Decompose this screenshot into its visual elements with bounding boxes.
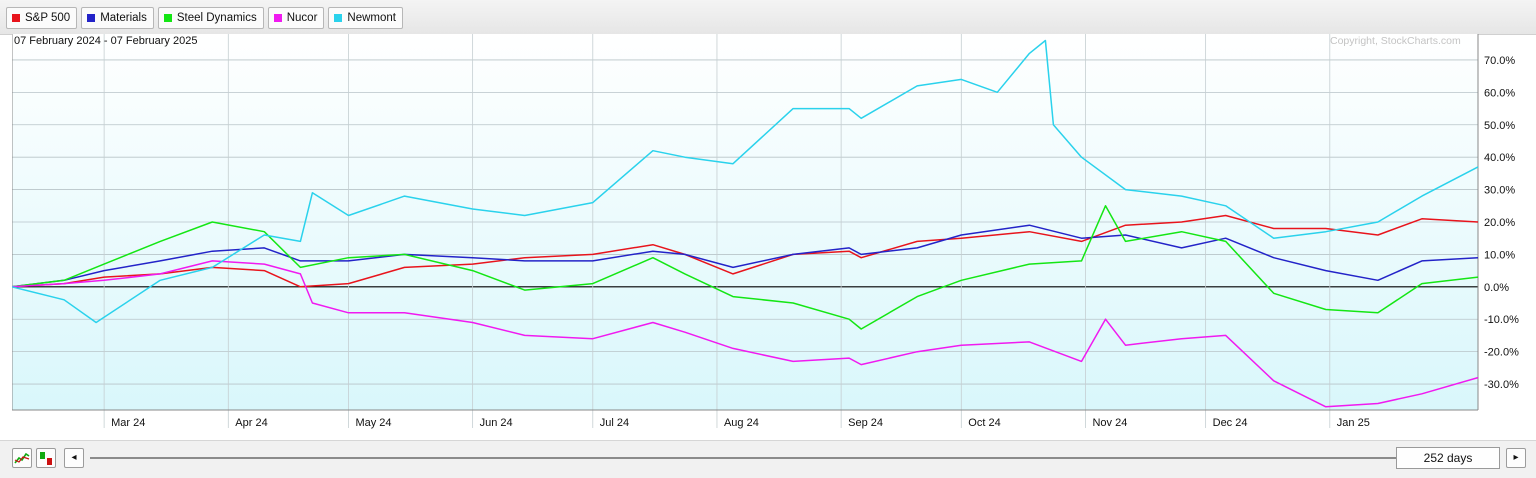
legend-swatch <box>334 14 343 22</box>
y-tick-label: 60.0% <box>1484 87 1515 99</box>
legend-label: Materials <box>100 12 147 24</box>
series-line <box>12 224 1479 288</box>
y-tick-label: -10.0% <box>1484 314 1519 326</box>
performance-chart: 70.0% 60.0% 50.0% 40.0% 30.0% 20.0% 10.0% 0.0% -… <box>12 34 1519 429</box>
legend-bar: S&P 500 Materials Steel Dynamics Nucor Newmo… <box>0 0 1536 35</box>
legend-item[interactable]: Newmont <box>328 7 403 29</box>
series-line <box>12 260 1479 408</box>
x-tick-label: Jan 25 <box>1337 417 1370 429</box>
chart-area: 70.0% 60.0% 50.0% 40.0% 30.0% 20.0% 10.0% 0.0% -… <box>12 34 1532 430</box>
y-tick-label: -30.0% <box>1484 379 1519 391</box>
legend-item[interactable]: Materials <box>81 7 154 29</box>
legend-label: S&P 500 <box>25 12 71 24</box>
y-tick-label: 10.0% <box>1484 249 1515 261</box>
scroll-left-button[interactable]: ◂ <box>64 448 84 468</box>
y-tick-label: -20.0% <box>1484 347 1519 359</box>
line-chart-icon[interactable] <box>12 448 32 468</box>
scroll-right-button[interactable]: ▸ <box>1506 448 1526 468</box>
legend-swatch <box>273 14 282 22</box>
series-line <box>12 205 1479 330</box>
legend-swatch <box>163 14 172 22</box>
x-tick-label: Oct 24 <box>968 417 1000 429</box>
x-tick-label: Apr 24 <box>235 417 267 429</box>
line-chart-icon-graphic <box>14 452 30 464</box>
x-tick-label: May 24 <box>355 417 391 429</box>
legend: S&P 500 Materials Steel Dynamics Nucor Newmo… <box>6 7 403 29</box>
x-tick-label: Dec 24 <box>1213 417 1248 429</box>
legend-swatch <box>12 14 20 22</box>
x-tick-label: Nov 24 <box>1092 417 1127 429</box>
bottom-toolbar: ◂ 252 days ▸ <box>0 440 1536 478</box>
x-tick-label: Sep 24 <box>848 417 883 429</box>
legend-swatch <box>87 14 96 22</box>
y-tick-label: 20.0% <box>1484 217 1515 229</box>
legend-item[interactable]: Nucor <box>267 7 325 29</box>
copyright-label: Copyright, StockCharts.com <box>1330 35 1461 47</box>
legend-label: Nucor <box>286 12 318 24</box>
series-line <box>12 39 1479 324</box>
legend-item[interactable]: Steel Dynamics <box>157 7 264 29</box>
date-range-slider[interactable] <box>90 457 1396 459</box>
x-tick-label: Jun 24 <box>480 417 513 429</box>
bar-chart-icon[interactable] <box>36 448 56 468</box>
y-tick-label: 40.0% <box>1484 152 1515 164</box>
bar-chart-icon-graphic <box>40 452 52 465</box>
y-tick-label: 50.0% <box>1484 120 1515 132</box>
days-selector[interactable]: 252 days <box>1396 447 1500 469</box>
x-tick-label: Mar 24 <box>111 417 145 429</box>
series-line <box>12 214 1479 288</box>
y-tick-label: 30.0% <box>1484 185 1515 197</box>
x-tick-label: Jul 24 <box>600 417 629 429</box>
date-range-label: 07 February 2024 - 07 February 2025 <box>14 35 197 47</box>
x-tick-label: Aug 24 <box>724 417 759 429</box>
legend-label: Steel Dynamics <box>176 12 257 24</box>
y-tick-label: 0.0% <box>1484 282 1509 294</box>
y-tick-label: 70.0% <box>1484 55 1515 67</box>
legend-item[interactable]: S&P 500 <box>6 7 78 29</box>
legend-label: Newmont <box>347 12 396 24</box>
